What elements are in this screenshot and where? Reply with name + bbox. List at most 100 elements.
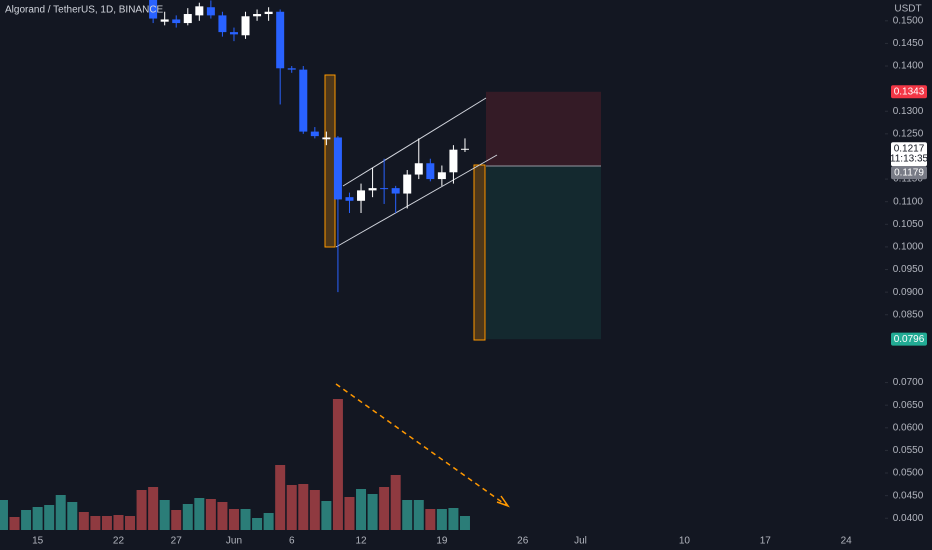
- stop-price-label-bg: [891, 85, 927, 99]
- volume-bar: [459, 516, 470, 530]
- candle-body: [322, 137, 331, 140]
- x-tick-label: 17: [760, 536, 772, 547]
- volume-bar: [356, 489, 367, 530]
- y-tick-label: 0.1250: [893, 128, 924, 139]
- stop-price-label: 0.1343: [894, 86, 925, 97]
- y-tick-label: 0.1100: [893, 196, 923, 207]
- candle-body: [357, 190, 366, 201]
- volume-bar: [32, 507, 43, 530]
- entry-price-label-bg: [891, 166, 927, 180]
- volume-bar: [113, 515, 124, 530]
- channel-line: [342, 97, 487, 187]
- x-tick-label: Jun: [226, 536, 242, 547]
- x-tick-label: 27: [171, 536, 183, 547]
- volume-bar: [402, 500, 413, 530]
- candle-body: [380, 188, 389, 190]
- volume-bar: [425, 509, 436, 530]
- volume-bar: [101, 516, 112, 530]
- candle-body: [206, 7, 215, 16]
- volume-bar: [44, 505, 55, 530]
- candle-body: [460, 148, 469, 150]
- volume-bar: [67, 502, 78, 530]
- candle-body: [218, 15, 227, 33]
- y-tick-label: 0.0650: [893, 400, 924, 411]
- volume-bar: [309, 490, 320, 530]
- y-tick-label: 0.1300: [893, 106, 924, 117]
- volume-bar: [171, 510, 182, 530]
- candle-body: [149, 0, 158, 19]
- candle-body: [195, 6, 204, 16]
- volume-bar: [182, 504, 193, 530]
- candle-body: [437, 172, 446, 180]
- candle-body: [276, 11, 285, 69]
- volume-bar: [159, 500, 170, 530]
- candle-body: [241, 16, 250, 36]
- candle-body: [172, 19, 181, 24]
- y-tick-label: 0.0600: [893, 422, 924, 433]
- target-price-label: 0.0796: [894, 334, 925, 345]
- y-tick-label: 0.0400: [893, 513, 924, 524]
- volume-bar: [136, 490, 147, 530]
- x-tick-label: Jul: [574, 536, 587, 547]
- volume-bar: [332, 399, 343, 530]
- y-axis-label: USDT: [894, 4, 921, 15]
- y-tick-label: 0.1500: [893, 15, 924, 26]
- y-tick-label: 0.0450: [893, 490, 924, 501]
- volume-pane: [0, 399, 470, 530]
- candle-body: [287, 68, 296, 70]
- candle-body: [333, 137, 342, 200]
- volume-bar: [344, 497, 355, 530]
- volume-bar: [367, 494, 378, 530]
- y-tick-label: 0.1000: [893, 242, 924, 253]
- volume-bar: [55, 495, 66, 530]
- last-price-bg: [891, 142, 927, 167]
- volume-bar: [90, 516, 101, 530]
- volume-bar: [321, 501, 332, 530]
- candle-body: [229, 32, 238, 35]
- target-price-label-bg: [891, 332, 927, 346]
- volume-bar: [448, 508, 459, 530]
- highlight-box: [324, 74, 336, 248]
- volume-bar: [205, 499, 216, 530]
- highlight-box: [473, 164, 486, 341]
- volume-bar: [125, 516, 136, 530]
- volume-bar: [263, 513, 274, 530]
- volume-bar: [275, 465, 286, 530]
- x-tick-label: 15: [32, 536, 44, 547]
- y-tick-label: 0.1050: [893, 219, 924, 230]
- volume-bar: [0, 500, 8, 530]
- volume-bar: [9, 517, 20, 530]
- candle-body: [310, 131, 319, 137]
- volume-bar: [194, 498, 205, 530]
- volume-bar: [379, 487, 390, 530]
- volume-bar: [286, 485, 297, 530]
- countdown-label: 11:13:35: [890, 153, 929, 164]
- candle-body: [391, 188, 400, 194]
- y-tick-label: 0.1450: [893, 38, 924, 49]
- y-tick-label: 0.1400: [893, 61, 924, 72]
- candle-body: [183, 14, 192, 24]
- x-tick-label: 6: [289, 536, 295, 547]
- candle-body: [264, 11, 273, 15]
- candle-body: [449, 149, 458, 173]
- volume-bar: [148, 487, 159, 530]
- y-tick-label: 0.0550: [893, 445, 924, 456]
- volume-bar: [298, 484, 309, 530]
- volume-bar: [436, 509, 447, 530]
- candle-body: [299, 69, 308, 132]
- volume-bar: [217, 502, 228, 530]
- entry-price-label: 0.1179: [894, 167, 924, 178]
- arrow-head: [496, 495, 510, 508]
- volume-bar: [228, 509, 239, 530]
- volume-bar: [252, 518, 263, 530]
- candle-body: [160, 19, 169, 22]
- candle-body: [426, 163, 435, 180]
- y-tick-label: 0.0700: [893, 377, 924, 388]
- chart-title: Algorand / TetherUS, 1D, BINANCE: [5, 5, 164, 16]
- target-zone: [486, 165, 601, 340]
- candle-body: [345, 197, 354, 201]
- x-tick-label: 26: [517, 536, 529, 547]
- x-tick-label: 24: [841, 536, 853, 547]
- volume-bar: [240, 509, 251, 530]
